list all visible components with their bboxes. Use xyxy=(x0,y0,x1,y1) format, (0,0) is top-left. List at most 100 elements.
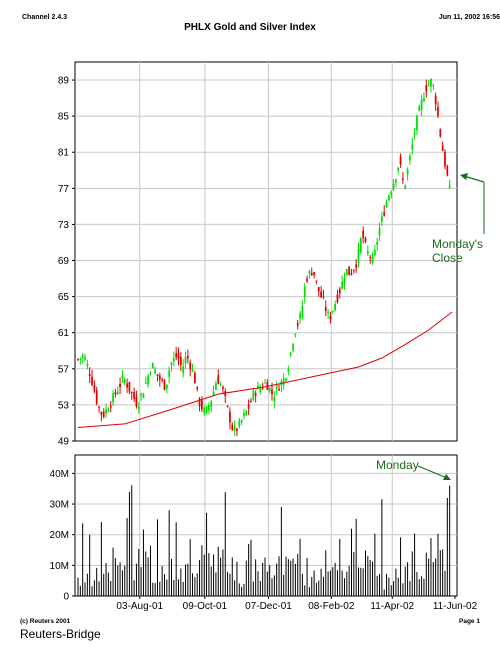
annotation-close-line2: Close xyxy=(432,251,463,265)
candle-body xyxy=(222,386,224,389)
volume-ytick-label: 20M xyxy=(50,530,69,541)
candle-body xyxy=(376,241,379,245)
candle-body xyxy=(133,391,135,399)
candle-body xyxy=(137,407,140,409)
candle-body xyxy=(390,192,393,195)
candle-body xyxy=(252,390,255,400)
candle-body xyxy=(224,391,227,397)
annotation-volume-label: Monday xyxy=(376,458,419,472)
candle-body xyxy=(395,179,397,183)
volume-panel xyxy=(74,454,458,597)
candle-body xyxy=(448,185,451,189)
candle-body xyxy=(416,115,418,131)
candle-body xyxy=(245,410,248,416)
candle-body xyxy=(81,355,84,358)
candle-body xyxy=(334,303,337,311)
candle-body xyxy=(123,379,126,383)
candle-body xyxy=(219,384,222,386)
candle-body xyxy=(161,379,164,381)
candle-body xyxy=(432,84,435,86)
candle-body xyxy=(409,155,411,161)
candle-body xyxy=(217,375,220,385)
candle-body xyxy=(355,264,358,268)
candle-body xyxy=(91,376,93,385)
candle-body xyxy=(289,352,292,355)
candle-body xyxy=(378,228,381,236)
candle-body xyxy=(196,386,199,389)
volume-ytick-label: 30M xyxy=(50,500,69,511)
candle-body xyxy=(392,184,395,190)
volume-ytick-label: 40M xyxy=(50,469,69,480)
candle-body xyxy=(93,385,96,392)
xtick-label: 07-Dec-01 xyxy=(245,601,292,612)
candle-body xyxy=(427,84,430,86)
candle-body xyxy=(441,145,444,152)
candle-body xyxy=(345,269,348,275)
candle-body xyxy=(121,375,124,379)
candle-body xyxy=(380,216,383,222)
candle-body xyxy=(357,248,360,263)
candle-body xyxy=(385,202,388,208)
price-ytick-label: 81 xyxy=(58,148,70,159)
candle-body xyxy=(140,394,142,396)
candle-body xyxy=(292,344,294,351)
brand-label: Reuters-Bridge xyxy=(20,627,101,641)
candle-body xyxy=(296,323,299,326)
candle-body xyxy=(158,375,161,380)
annotation-close-line1: Monday's xyxy=(432,237,483,251)
candle-body xyxy=(86,363,89,366)
copyright: (c) Reuters 2001 xyxy=(20,618,71,625)
candle-body xyxy=(77,359,79,361)
chart-title: PHLX Gold and Silver Index xyxy=(184,22,316,33)
candle-body xyxy=(240,420,243,423)
candle-body xyxy=(331,310,334,312)
candle-body xyxy=(243,412,245,416)
candle-body xyxy=(128,381,131,392)
candle-body xyxy=(165,384,168,389)
candle-body xyxy=(144,382,147,384)
candle-body xyxy=(179,356,182,365)
app-version: Channel 2.4.3 xyxy=(22,14,68,21)
price-ytick-label: 89 xyxy=(58,76,70,87)
candle-body xyxy=(278,388,280,391)
candle-body xyxy=(383,212,386,216)
candle-body xyxy=(399,156,402,165)
volume-bar-group xyxy=(77,485,451,596)
candle-body xyxy=(98,406,100,408)
candle-body xyxy=(329,315,332,320)
price-ytick-label: 49 xyxy=(58,437,70,448)
candle-body xyxy=(238,420,241,427)
candle-body xyxy=(341,281,344,289)
price-ytick-label: 85 xyxy=(58,112,70,123)
annotation-volume-arrow-line xyxy=(417,465,448,479)
candle-body xyxy=(109,405,112,408)
volume-ytick-label: 10M xyxy=(50,561,69,572)
candle-body xyxy=(193,373,196,384)
candle-body xyxy=(359,238,362,253)
candle-body xyxy=(182,366,185,374)
candle-body xyxy=(273,397,276,402)
candle-body xyxy=(184,357,187,364)
candle-body xyxy=(402,178,404,181)
candle-body xyxy=(142,393,145,398)
candle-body xyxy=(264,382,266,384)
candle-body xyxy=(172,358,175,362)
candle-body xyxy=(203,408,206,413)
annotation-volume-arrowhead xyxy=(443,474,451,480)
candle-body xyxy=(149,372,152,374)
candle-body xyxy=(205,406,208,414)
candle-body xyxy=(198,398,201,407)
candle-body xyxy=(366,251,369,254)
candle-body xyxy=(233,426,236,431)
candle-body xyxy=(268,387,271,392)
xtick-label: 11-Jun-02 xyxy=(433,601,478,612)
candle-body xyxy=(247,404,250,409)
candle-body xyxy=(275,385,278,389)
candle-body xyxy=(373,250,376,256)
candle-body xyxy=(114,392,117,395)
candle-body xyxy=(434,95,437,105)
xtick-label: 11-Apr-02 xyxy=(370,601,414,612)
candle-body xyxy=(301,306,304,318)
candle-body xyxy=(226,405,229,407)
